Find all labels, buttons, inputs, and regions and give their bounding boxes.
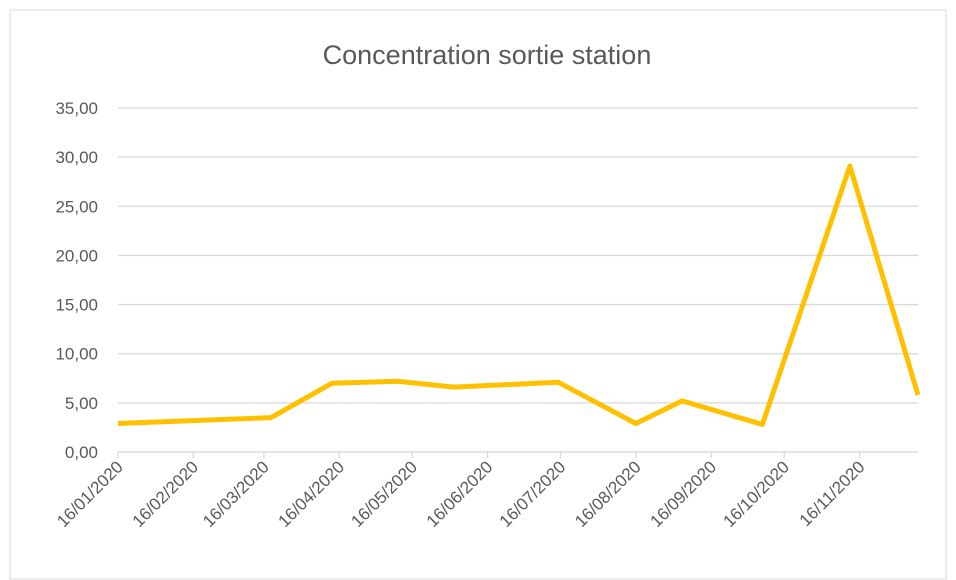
y-tick-label: 25,00 (55, 197, 98, 216)
y-tick-label: 20,00 (55, 246, 98, 265)
chart-border (9, 9, 947, 580)
y-tick-label: 15,00 (55, 296, 98, 315)
y-tick-label: 5,00 (65, 394, 98, 413)
y-tick-label: 30,00 (55, 148, 98, 167)
y-tick-label: 35,00 (55, 99, 98, 118)
data-line (117, 163, 921, 427)
y-tick-label: 0,00 (65, 443, 98, 462)
chart-title: Concentration sortie station (323, 40, 652, 70)
y-tick-label: 10,00 (55, 345, 98, 364)
